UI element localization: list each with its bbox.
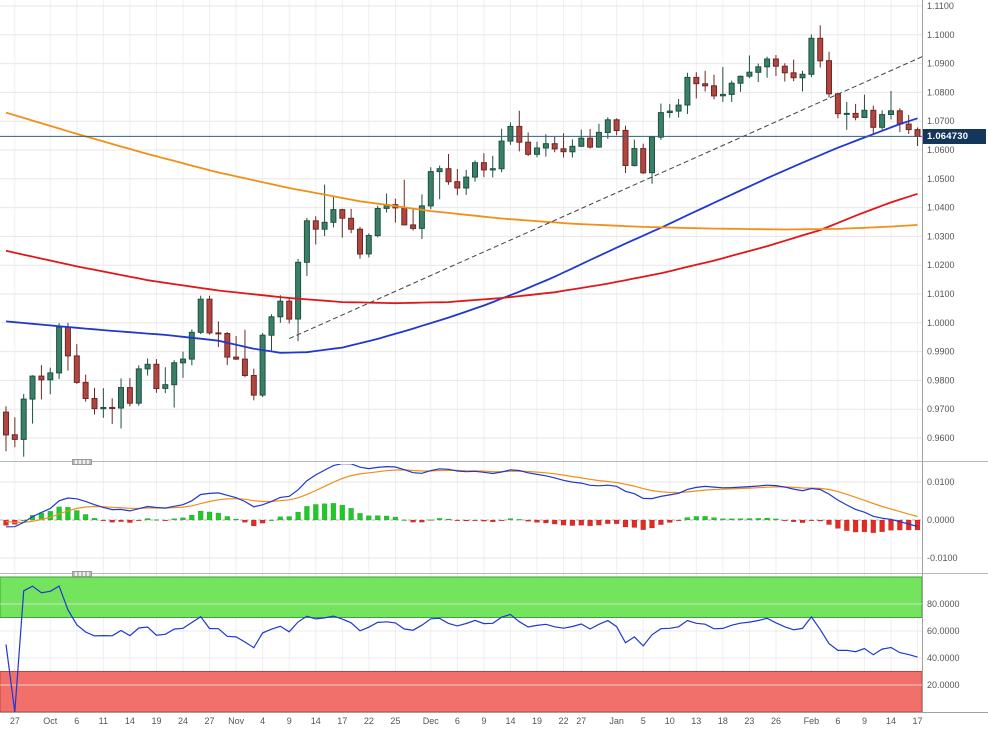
svg-text:25: 25 (390, 716, 400, 726)
overbought-band (0, 576, 923, 618)
macd-axis-labels: 0.0100 0.0000 -0.0100 (927, 477, 958, 563)
panel-resize-handle-macd[interactable] (72, 459, 92, 465)
panel-resize-handle-rsi[interactable] (72, 571, 92, 577)
candles (3, 25, 921, 457)
svg-text:1.0900: 1.0900 (927, 59, 955, 69)
grid-rsi (0, 603, 922, 686)
svg-text:60.0000: 60.0000 (927, 626, 960, 636)
svg-text:0.9600: 0.9600 (927, 433, 955, 443)
svg-text:11: 11 (99, 716, 108, 726)
macd-line (5, 464, 918, 528)
svg-text:0.9700: 0.9700 (927, 404, 955, 414)
svg-text:Nov: Nov (228, 716, 245, 726)
trendline (288, 56, 922, 340)
svg-text:26: 26 (771, 716, 781, 726)
svg-text:27: 27 (205, 716, 215, 726)
svg-text:80.0000: 80.0000 (927, 599, 960, 609)
svg-text:24: 24 (178, 716, 188, 726)
svg-text:0.9900: 0.9900 (927, 347, 955, 357)
svg-text:1.0500: 1.0500 (927, 174, 955, 184)
svg-text:14: 14 (125, 716, 135, 726)
panel-separators (0, 0, 988, 713)
svg-text:14: 14 (311, 716, 321, 726)
svg-text:5: 5 (641, 716, 646, 726)
svg-text:1.0100: 1.0100 (927, 289, 955, 299)
svg-text:27: 27 (576, 716, 586, 726)
price-axis-labels: 1.1100 1.1000 1.0900 1.0800 1.0700 1.0600 1.05… (927, 1, 955, 443)
sma-50-line (5, 117, 918, 354)
svg-text:Jan: Jan (609, 716, 624, 726)
svg-text:-0.0100: -0.0100 (927, 553, 958, 563)
svg-text:9: 9 (481, 716, 486, 726)
svg-text:1.0300: 1.0300 (927, 231, 955, 241)
svg-text:6: 6 (455, 716, 460, 726)
svg-text:0.9800: 0.9800 (927, 375, 955, 385)
svg-text:6: 6 (74, 716, 79, 726)
svg-text:27: 27 (10, 716, 20, 726)
svg-text:19: 19 (532, 716, 542, 726)
svg-text:14: 14 (886, 716, 896, 726)
rsi-axis-labels: 80.0000 60.0000 40.0000 20.0000 (927, 599, 960, 690)
svg-text:22: 22 (364, 716, 374, 726)
svg-text:Dec: Dec (423, 716, 440, 726)
last-price-badge: 1.064730 (923, 129, 986, 144)
svg-text:0.0100: 0.0100 (927, 477, 955, 487)
svg-text:17: 17 (913, 716, 923, 726)
svg-text:22: 22 (559, 716, 569, 726)
svg-text:13: 13 (691, 716, 701, 726)
svg-text:1.0200: 1.0200 (927, 260, 955, 270)
svg-text:1.0800: 1.0800 (927, 87, 955, 97)
svg-text:23: 23 (744, 716, 754, 726)
svg-text:9: 9 (287, 716, 292, 726)
svg-text:9: 9 (862, 716, 867, 726)
sma-100-line (5, 192, 918, 305)
svg-text:10: 10 (665, 716, 675, 726)
x-axis-labels: 27 Oct 6 11 14 19 24 27 Nov 4 9 14 17 22 25 Dec 6 9 14 19 22… (10, 716, 923, 726)
svg-text:1.0400: 1.0400 (927, 203, 955, 213)
svg-text:18: 18 (718, 716, 728, 726)
svg-text:20.0000: 20.0000 (927, 680, 960, 690)
macd-signal-line (5, 469, 918, 523)
svg-text:40.0000: 40.0000 (927, 653, 960, 663)
svg-text:0.0000: 0.0000 (927, 515, 955, 525)
svg-text:4: 4 (260, 716, 265, 726)
grid-horizontal-price (0, 5, 922, 439)
svg-text:Oct: Oct (43, 716, 58, 726)
svg-text:1.0600: 1.0600 (927, 145, 955, 155)
svg-text:6: 6 (835, 716, 840, 726)
sma-200-line (5, 111, 918, 231)
svg-text:1.0000: 1.0000 (927, 318, 955, 328)
svg-text:1.1100: 1.1100 (927, 1, 954, 11)
rsi-line (5, 585, 918, 712)
svg-text:1.0700: 1.0700 (927, 116, 955, 126)
rsi-bands (0, 576, 923, 713)
svg-text:14: 14 (505, 716, 515, 726)
svg-text:Feb: Feb (804, 716, 820, 726)
svg-text:1.1000: 1.1000 (927, 30, 955, 40)
svg-text:19: 19 (151, 716, 161, 726)
oversold-band (0, 671, 923, 713)
svg-text:17: 17 (337, 716, 347, 726)
